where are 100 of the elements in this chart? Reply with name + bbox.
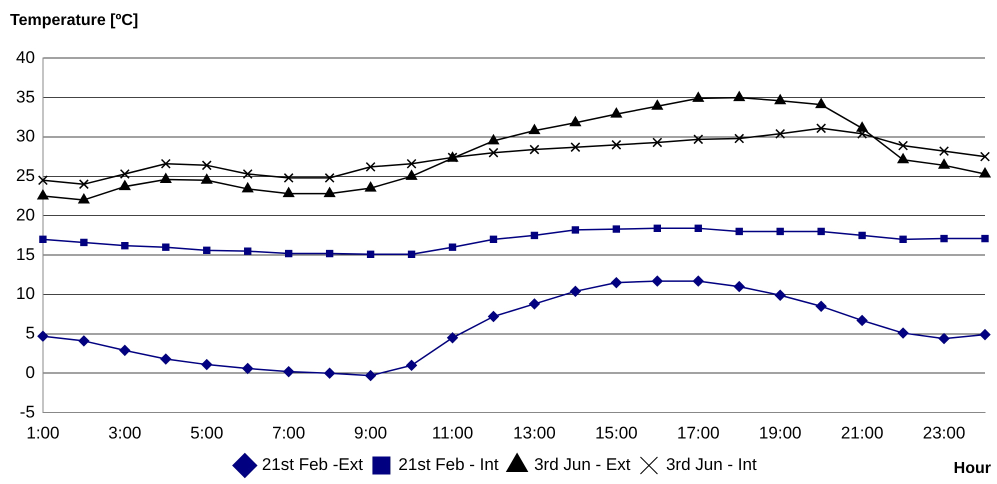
point [120, 168, 130, 179]
point [856, 314, 868, 326]
point [938, 158, 950, 169]
point [201, 174, 212, 184]
point [326, 250, 334, 258]
point [160, 172, 172, 183]
point [242, 182, 254, 192]
point [283, 366, 294, 378]
point [612, 225, 620, 233]
x-tick-label: 3:00 [108, 423, 142, 442]
point [815, 98, 827, 108]
point [119, 180, 131, 190]
point [774, 290, 786, 301]
point [736, 228, 743, 236]
point [898, 328, 909, 339]
point [366, 250, 374, 258]
point [364, 182, 376, 192]
point [366, 162, 376, 172]
point [816, 300, 827, 312]
y-tick-label: 15 [16, 244, 35, 264]
point [78, 193, 90, 204]
point [940, 234, 948, 242]
point [38, 175, 48, 186]
point [856, 122, 868, 132]
point [203, 246, 210, 254]
point [242, 362, 254, 374]
point [324, 187, 336, 198]
legend-label: 21st Feb - Int [398, 455, 499, 474]
point [938, 333, 950, 344]
x-tick-label: 7:00 [272, 423, 306, 442]
point [162, 244, 170, 251]
legend-label: 3rd Jun - Ext [534, 455, 631, 474]
point [572, 226, 580, 234]
point [284, 172, 294, 183]
point [406, 170, 418, 180]
point [119, 344, 130, 356]
point [528, 298, 540, 310]
point [201, 359, 212, 370]
point [570, 286, 581, 297]
point [652, 276, 663, 287]
point [488, 311, 499, 322]
y-tick-label: 40 [16, 48, 35, 67]
point [693, 134, 704, 144]
point [692, 92, 704, 102]
point [160, 158, 171, 169]
point [775, 128, 786, 139]
point [406, 158, 417, 169]
point [39, 236, 47, 244]
point [160, 354, 172, 365]
x-tick-label: 1:00 [26, 423, 60, 442]
y-tick-label: 30 [16, 126, 35, 146]
y-tick-label: 10 [16, 284, 35, 304]
point [652, 100, 664, 110]
x-tick-label: 17:00 [677, 423, 720, 442]
point [776, 228, 784, 236]
point [570, 116, 582, 126]
legend-label: 3rd Jun - Int [666, 455, 757, 474]
point [610, 277, 622, 288]
point [488, 148, 498, 158]
point [734, 91, 745, 102]
x-axis-title: Hour [954, 460, 991, 478]
point [529, 144, 540, 155]
point [816, 123, 826, 134]
point [979, 167, 991, 178]
point [408, 250, 416, 258]
point [80, 238, 88, 246]
point [980, 329, 990, 340]
x-tick-label: 15:00 [595, 423, 638, 442]
point [448, 244, 456, 251]
point [528, 124, 540, 134]
point [694, 224, 702, 232]
point [78, 179, 89, 190]
point [530, 232, 538, 240]
x-tick-label: 19:00 [758, 423, 802, 442]
point [121, 242, 129, 250]
x-tick-label: 13:00 [513, 423, 556, 442]
point [488, 134, 500, 144]
point [774, 94, 786, 104]
x-tick-label: 11:00 [432, 423, 474, 442]
point [899, 236, 907, 244]
point [817, 228, 825, 236]
point [981, 234, 989, 242]
point [324, 172, 335, 183]
point [734, 134, 744, 144]
point [365, 370, 376, 382]
point [898, 140, 908, 151]
point [242, 168, 253, 179]
point [611, 140, 622, 150]
y-tick-label: 20 [16, 205, 35, 224]
point [406, 360, 418, 371]
point [939, 146, 950, 156]
y-tick-label: 35 [16, 87, 35, 106]
point [37, 330, 48, 342]
point [980, 152, 990, 162]
point [202, 160, 212, 170]
point [570, 142, 580, 152]
x-tick-label: 23:00 [922, 423, 966, 442]
legend-label: 21st Feb -Ext [262, 455, 364, 474]
x-tick-label: 9:00 [354, 423, 388, 442]
y-axis-title: Temperature [ºC] [10, 12, 138, 30]
